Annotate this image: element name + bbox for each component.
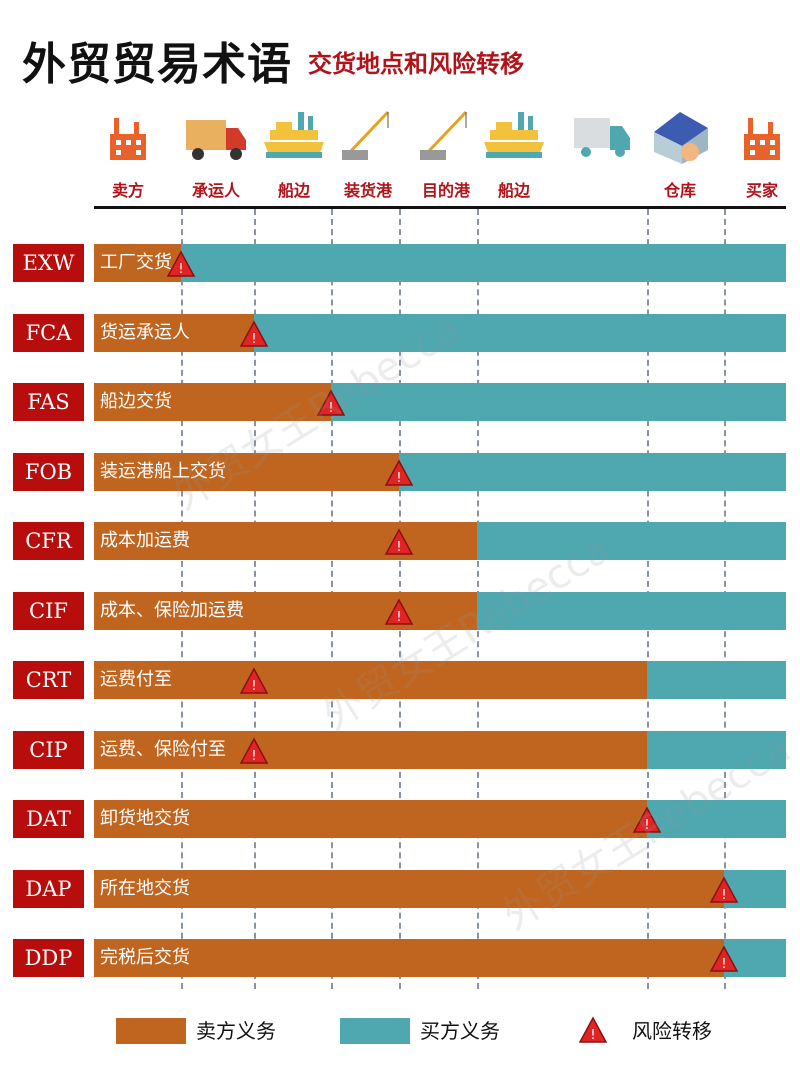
term-code: CFR <box>13 522 84 560</box>
factory-icon <box>110 118 146 160</box>
column-label: 目的港 <box>421 181 470 200</box>
legend-seller-swatch <box>116 1018 186 1044</box>
seller-obligation-bar <box>94 522 477 560</box>
column-label: 船边 <box>497 181 530 200</box>
factory-icon <box>744 118 780 160</box>
crane-icon <box>420 110 468 160</box>
svg-text:!: ! <box>721 888 726 903</box>
page-title: 外贸贸易术语 <box>22 39 292 90</box>
buyer-obligation-bar <box>477 591 786 630</box>
legend-risk-label: 风险转移 <box>632 1019 712 1043</box>
seller-obligation-bar <box>94 591 477 630</box>
term-description: 装运港船上交货 <box>100 460 226 482</box>
svg-text:!: ! <box>178 262 183 277</box>
column-label: 卖方 <box>111 181 144 200</box>
risk-transfer-icon: ! <box>316 389 346 416</box>
risk-transfer-icon: ! <box>166 250 196 277</box>
seller-obligation-bar <box>94 313 254 352</box>
risk-transfer-icon: ! <box>239 319 269 347</box>
seller-obligation-bar <box>94 383 331 421</box>
seller-obligation-bar <box>94 244 181 282</box>
legend-seller-label: 卖方义务 <box>196 1019 276 1043</box>
risk-transfer-icon: ! <box>384 597 414 625</box>
truck-icon <box>186 120 246 160</box>
svg-text:!: ! <box>328 401 333 416</box>
risk-transfer-icon: ! <box>384 528 414 555</box>
buyer-obligation-bar <box>254 313 786 352</box>
term-code: CRT <box>13 661 84 699</box>
svg-text:!: ! <box>721 957 726 972</box>
ship-icon <box>264 112 324 158</box>
risk-transfer-icon: ! <box>384 458 414 486</box>
svg-text:!: ! <box>396 471 401 486</box>
crane-icon <box>342 110 390 160</box>
seller-obligation-bar <box>94 730 647 769</box>
column-label: 买家 <box>745 181 778 200</box>
legend-buyer-swatch <box>340 1018 410 1044</box>
seller-obligation-bar <box>94 869 724 908</box>
svg-text:!: ! <box>396 610 401 625</box>
legend-buyer-label: 买方义务 <box>420 1019 500 1043</box>
risk-transfer-icon: ! <box>239 736 269 764</box>
risk-transfer-icon: ! <box>709 945 739 972</box>
term-description: 成本加运费 <box>100 530 190 551</box>
buyer-obligation-bar <box>399 452 786 491</box>
term-description: 船边交货 <box>100 391 172 412</box>
svg-text:!: ! <box>396 540 401 555</box>
column-label: 船边 <box>277 181 310 200</box>
column-label: 仓库 <box>663 181 696 200</box>
term-description: 所在地交货 <box>100 877 190 899</box>
term-code: DDP <box>13 939 84 977</box>
svg-text:!: ! <box>251 332 256 347</box>
seller-obligation-bar <box>94 661 647 699</box>
term-code: DAT <box>13 800 84 838</box>
svg-text:!: ! <box>590 1028 595 1043</box>
term-code: EXW <box>13 244 84 282</box>
term-code: DAP <box>13 869 84 908</box>
term-code: FAS <box>13 383 84 421</box>
svg-text:!: ! <box>251 749 256 764</box>
buyer-obligation-bar <box>181 244 786 282</box>
term-description: 成本、保险加运费 <box>100 599 244 621</box>
seller-obligation-bar <box>94 800 647 838</box>
buyer-obligation-bar <box>647 800 786 838</box>
buyer-obligation-bar <box>647 730 786 769</box>
term-description: 完税后交货 <box>100 947 190 968</box>
delivery-van-icon <box>574 118 630 157</box>
column-label: 承运人 <box>191 181 240 200</box>
ship-icon <box>484 112 544 158</box>
risk-transfer-icon: ! <box>632 806 662 833</box>
term-description: 卸货地交货 <box>100 808 190 829</box>
term-description: 货运承运人 <box>100 321 190 343</box>
svg-text:!: ! <box>251 679 256 694</box>
buyer-obligation-bar <box>331 383 786 421</box>
term-code: FOB <box>13 452 84 491</box>
buyer-obligation-bar <box>477 522 786 560</box>
term-code: CIF <box>13 591 84 630</box>
term-code: CIP <box>13 730 84 769</box>
term-description: 工厂交货 <box>100 252 172 273</box>
warning-icon: ! <box>578 1016 608 1043</box>
buyer-obligation-bar <box>647 661 786 699</box>
seller-obligation-bar <box>94 939 724 977</box>
seller-obligation-bar <box>94 452 399 491</box>
page-subtitle: 交货地点和风险转移 <box>308 49 524 78</box>
column-label: 装货港 <box>343 181 392 200</box>
svg-text:!: ! <box>644 818 649 833</box>
term-description: 运费付至 <box>100 669 172 690</box>
risk-transfer-icon: ! <box>239 667 269 694</box>
term-description: 运费、保险付至 <box>100 738 226 760</box>
risk-transfer-icon: ! <box>709 875 739 903</box>
warehouse-icon <box>654 112 708 164</box>
term-code: FCA <box>13 313 84 352</box>
timeline-axis <box>94 206 786 209</box>
